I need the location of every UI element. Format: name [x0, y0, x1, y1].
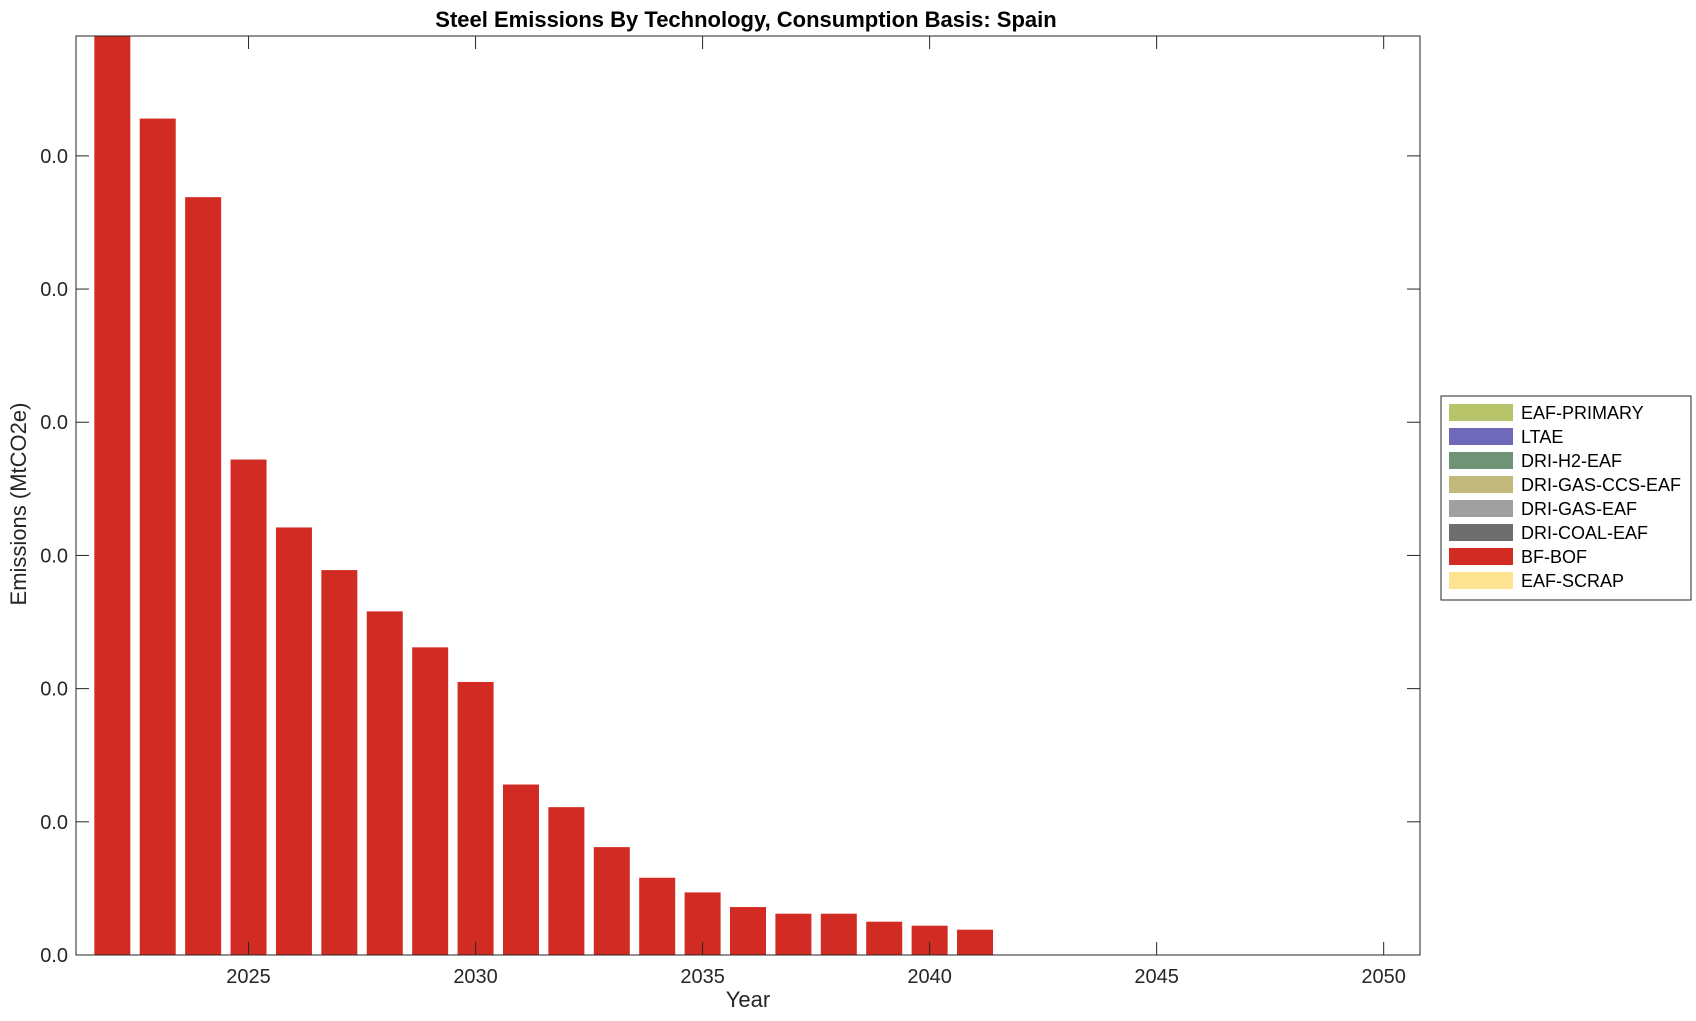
bar-bf-bof-2030	[457, 681, 494, 955]
x-axis-label: Year	[726, 987, 770, 1012]
bar-bf-bof-2022	[94, 36, 131, 955]
legend-label-dri-coal-eaf: DRI-COAL-EAF	[1521, 523, 1648, 543]
x-tick-label: 2040	[907, 966, 952, 988]
legend-swatch-dri-coal-eaf	[1449, 524, 1513, 541]
chart-title: Steel Emissions By Technology, Consumpti…	[435, 7, 1056, 32]
bar-bf-bof-2027	[321, 570, 358, 955]
bar-bf-bof-2028	[366, 611, 403, 955]
ticks-group: 0.0 0.0 0.0 0.0 0.0 0.0 0.0 2025 2030 2035 2040 204…	[40, 36, 1420, 988]
legend-label-eaf-primary: EAF-PRIMARY	[1521, 403, 1644, 423]
legend-label-eaf-scrap: EAF-SCRAP	[1521, 571, 1624, 591]
bar-bf-bof-2038	[820, 913, 857, 955]
bar-bf-bof-2033	[593, 847, 630, 955]
bar-bf-bof-2039	[866, 921, 903, 955]
bar-bf-bof-2024	[185, 197, 222, 955]
y-tick-label: 0.0	[40, 679, 68, 701]
bar-bf-bof-2026	[275, 527, 312, 955]
legend-swatch-dri-h2-eaf	[1449, 452, 1513, 469]
legend-swatch-dri-gas-ccs-eaf	[1449, 476, 1513, 493]
legend-box	[1440, 395, 1692, 601]
bar-bf-bof-2037	[775, 913, 812, 955]
bar-bf-bof-2029	[412, 647, 449, 955]
bar-bf-bof-2031	[502, 784, 539, 955]
x-tick-label: 2035	[680, 966, 725, 988]
legend: EAF-PRIMARY LTAE DRI-H2-EAF DRI-GAS-CCS-EAF…	[1440, 395, 1692, 601]
legend-label-dri-h2-eaf: DRI-H2-EAF	[1521, 451, 1622, 471]
x-tick-label: 2030	[453, 966, 498, 988]
legend-label-dri-gas-ccs-eaf: DRI-GAS-CCS-EAF	[1521, 475, 1681, 495]
y-tick-label: 0.0	[40, 412, 68, 434]
x-tick-label: 2025	[226, 966, 271, 988]
legend-swatch-dri-gas-eaf	[1449, 500, 1513, 517]
x-tick-label: 2045	[1134, 966, 1179, 988]
bar-bf-bof-2023	[139, 118, 176, 955]
bar-bf-bof-2036	[730, 907, 766, 955]
y-tick-label: 0.0	[40, 812, 68, 834]
plot-area-frame	[75, 35, 1421, 956]
bars-group	[94, 36, 994, 955]
legend-label-dri-gas-eaf: DRI-GAS-EAF	[1521, 499, 1637, 519]
legend-swatch-bf-bof	[1449, 548, 1513, 565]
bar-bf-bof-2032	[548, 807, 585, 955]
y-tick-label: 0.0	[40, 545, 68, 567]
x-tick-label: 2050	[1361, 966, 1406, 988]
y-axis-label: Emissions (MtCO2e)	[6, 403, 31, 606]
legend-label-ltae: LTAE	[1521, 427, 1563, 447]
y-tick-label: 0.0	[40, 945, 68, 967]
legend-swatch-eaf-scrap	[1449, 572, 1513, 589]
legend-swatch-eaf-primary	[1449, 404, 1513, 421]
bar-bf-bof-2025	[230, 459, 267, 955]
legend-swatch-ltae	[1449, 428, 1513, 445]
y-tick-label: 0.0	[40, 279, 68, 301]
bar-bf-bof-2034	[639, 877, 676, 955]
bar-bf-bof-2041	[957, 929, 994, 955]
legend-label-bf-bof: BF-BOF	[1521, 547, 1587, 567]
y-tick-label: 0.0	[40, 146, 68, 168]
